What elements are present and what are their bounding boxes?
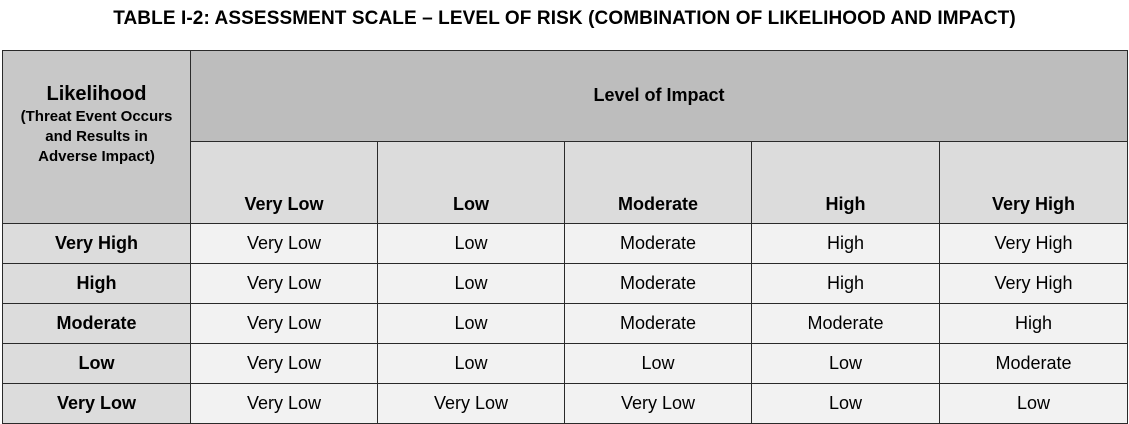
risk-cell: Very Low [190,343,378,384]
level-of-impact-header: Level of Impact [189,50,1129,142]
risk-cell: Low [377,223,565,264]
risk-cell: Very Low [564,383,752,424]
table-title: TABLE I-2: ASSESSMENT SCALE – LEVEL OF R… [113,8,1016,29]
impact-column-header: High [751,140,940,224]
risk-cell: High [751,263,940,304]
risk-cell: Low [377,303,565,344]
risk-cell: Low [751,343,940,384]
likelihood-row-header: Very Low [2,383,191,424]
likelihood-sub-line: (Threat Event Occurs [20,108,173,125]
risk-cell: Very Low [190,383,378,424]
impact-column-header: Very Low [190,140,378,224]
table-row: Very Low Very Low Very Low Very Low Low … [2,383,1129,424]
risk-cell: Low [938,383,1129,424]
risk-cell: Moderate [564,223,752,264]
risk-cell: Moderate [564,263,752,304]
impact-columns-row: Very Low Low Moderate High Very High [3,140,1129,224]
risk-cell: Very High [938,263,1129,304]
risk-cell: Low [377,343,565,384]
likelihood-header: Likelihood (Threat Event Occurs and Resu… [2,50,191,224]
risk-cell: Very Low [190,303,378,344]
risk-cell: Low [564,343,752,384]
impact-column-header: Low [377,140,565,224]
impact-column-header: Moderate [564,140,752,224]
table-row: Moderate Very Low Low Moderate Moderate … [2,303,1129,344]
likelihood-row-header: Low [2,343,191,384]
risk-cell: High [751,223,940,264]
risk-cell: Very Low [190,223,378,264]
likelihood-row-header: Very High [2,223,191,264]
likelihood-label: Likelihood [46,83,147,105]
likelihood-sub-line: and Results in [45,128,148,145]
risk-cell: Moderate [751,303,940,344]
likelihood-sub-line: Adverse Impact) [38,148,155,165]
table-row: Low Very Low Low Low Low Moderate [2,343,1129,384]
table-header-row: Likelihood (Threat Event Occurs and Resu… [2,50,1129,224]
risk-cell: Low [751,383,940,424]
risk-table: Likelihood (Threat Event Occurs and Resu… [2,50,1129,424]
likelihood-row-header: High [2,263,191,304]
likelihood-row-header: Moderate [2,303,191,344]
table-row: High Very Low Low Moderate High Very Hig… [2,263,1129,304]
risk-cell: Moderate [564,303,752,344]
impact-column-header: Very High [938,140,1129,224]
risk-cell: Very Low [190,263,378,304]
risk-cell: Moderate [938,343,1129,384]
risk-cell: High [938,303,1129,344]
risk-cell: Very High [938,223,1129,264]
table-row: Very High Very Low Low Moderate High Ver… [2,223,1129,264]
risk-cell: Low [377,263,565,304]
risk-cell: Very Low [377,383,565,424]
